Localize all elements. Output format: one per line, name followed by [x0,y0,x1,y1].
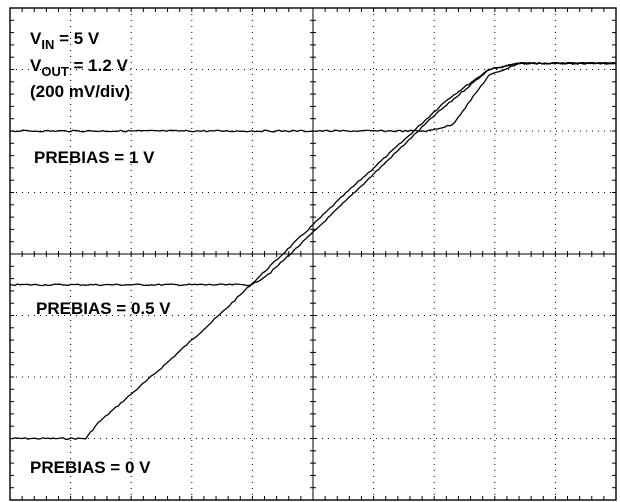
trace-prebias-1v [9,61,617,133]
grid [9,7,617,501]
vout-annotation: VOUT = 1.2 V [30,56,129,79]
label-prebias-0v: PREBIAS = 0 V [30,458,151,477]
traces [9,61,617,440]
trace-prebias-0-5v [9,61,617,287]
label-prebias-1v: PREBIAS = 1 V [34,148,155,167]
vin-annotation: VIN = 5 V [30,29,100,52]
scale-annotation: (200 mV/div) [30,82,130,101]
label-prebias-0-5v: PREBIAS = 0.5 V [36,299,171,318]
